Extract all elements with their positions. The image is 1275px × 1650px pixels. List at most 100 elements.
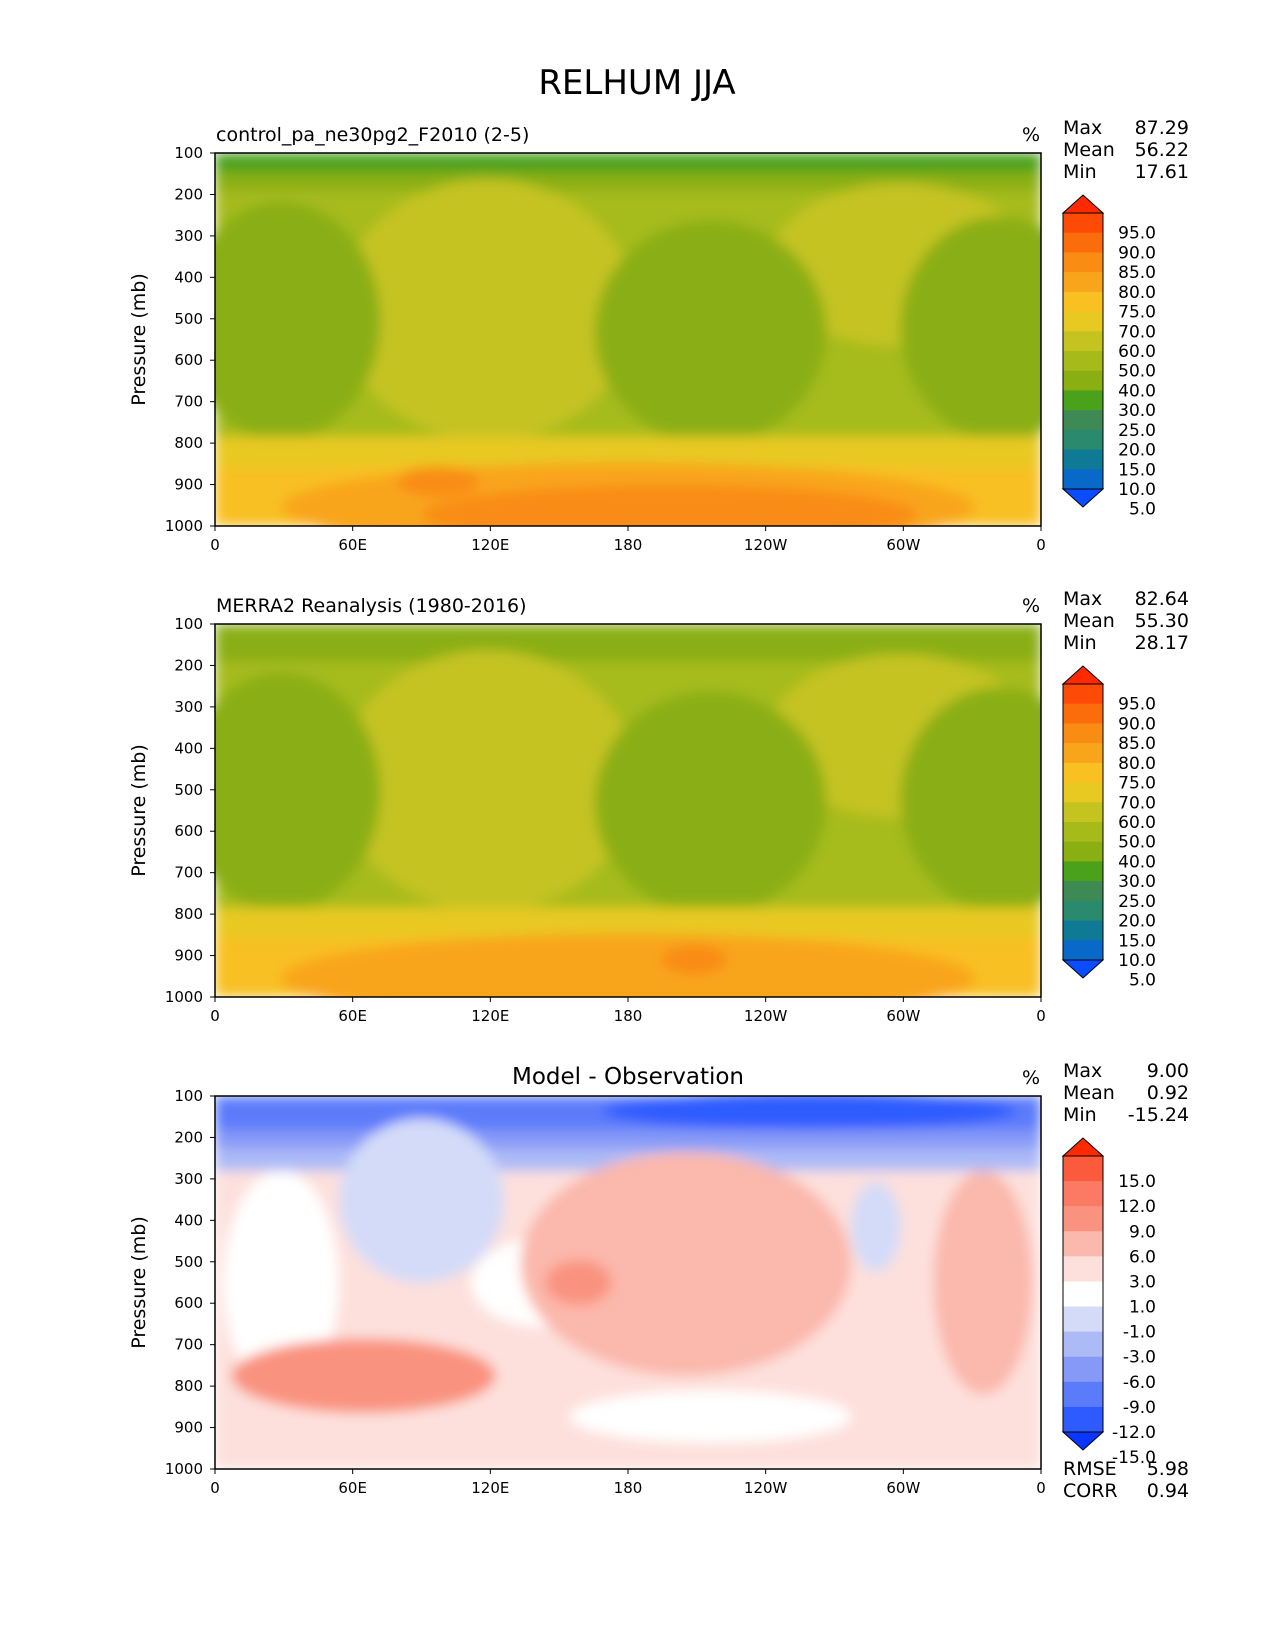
y-tick-label: 100: [174, 144, 203, 162]
x-tick-label: 0: [210, 1007, 220, 1025]
x-tick-label: 60E: [338, 536, 367, 554]
colorbar-level-label: 80.0: [1118, 754, 1156, 774]
colorbar-segment: [1063, 370, 1103, 391]
stat-value: 87.29: [1135, 117, 1189, 139]
colorbar-segment: [1063, 684, 1103, 705]
colorbar-level-label: -15.0: [1112, 1448, 1156, 1468]
colorbar-level-label: 10.0: [1118, 951, 1156, 971]
stat-label: Mean: [1063, 1082, 1115, 1104]
colorbar-segment: [1063, 782, 1103, 803]
y-tick-label: 900: [174, 1419, 203, 1437]
colorbar-segment: [1063, 429, 1103, 451]
panel-title: control_pa_ne30pg2_F2010 (2-5): [216, 124, 529, 146]
colorbar-segment: [1063, 390, 1103, 411]
colorbar-level-label: 10.0: [1118, 480, 1156, 500]
panel-title: MERRA2 Reanalysis (1980-2016): [216, 595, 527, 617]
stat-label: Max: [1063, 117, 1102, 139]
y-tick-label: 500: [174, 781, 203, 799]
colorbar-level-label: 95.0: [1118, 224, 1156, 244]
stat-value: 17.61: [1135, 161, 1189, 183]
colorbar-level-label: -12.0: [1112, 1423, 1156, 1443]
contour-field: [215, 624, 1041, 997]
figure-title: RELHUM JJA: [538, 63, 735, 103]
x-tick-label: 60W: [886, 1479, 920, 1497]
colorbar-segment: [1063, 213, 1103, 234]
colorbar-level-label: 60.0: [1118, 342, 1156, 362]
x-tick-label: 0: [210, 536, 220, 554]
colorbar-segment: [1063, 861, 1103, 882]
colorbar-level-label: 3.0: [1129, 1272, 1156, 1292]
x-tick-label: 0: [1036, 536, 1046, 554]
colorbar-level-label: -6.0: [1123, 1373, 1156, 1393]
colorbar-level-label: 30.0: [1118, 872, 1156, 892]
x-tick-label: 60E: [338, 1479, 367, 1497]
colorbar-segment: [1063, 311, 1103, 332]
y-tick-label: 400: [174, 739, 203, 757]
colorbar-level-label: 5.0: [1129, 500, 1156, 520]
stat-label: Max: [1063, 588, 1102, 610]
colorbar-segment: [1063, 1331, 1103, 1358]
colorbar-segment: [1063, 703, 1103, 724]
y-tick-label: 400: [174, 1211, 203, 1229]
y-tick-label: 400: [174, 268, 203, 286]
y-tick-label: 1000: [165, 988, 203, 1006]
colorbar-level-label: 40.0: [1118, 852, 1156, 872]
colorbar-level-label: 85.0: [1118, 263, 1156, 283]
y-tick-label: 500: [174, 310, 203, 328]
colorbar-segment: [1063, 331, 1103, 352]
y-tick-label: 700: [174, 393, 203, 411]
x-tick-label: 0: [1036, 1479, 1046, 1497]
colorbar-segment: [1063, 1306, 1103, 1333]
stat-label: Mean: [1063, 139, 1115, 161]
colorbar-segment: [1063, 351, 1103, 372]
stat-value: 82.64: [1135, 588, 1189, 610]
colorbar-segment: [1063, 291, 1103, 313]
y-tick-label: 200: [174, 185, 203, 203]
stat-value: -15.24: [1128, 1104, 1189, 1126]
colorbar-segment: [1063, 723, 1103, 744]
colorbar-segment: [1063, 449, 1103, 470]
colorbar-level-label: 20.0: [1118, 441, 1156, 461]
y-tick-label: 700: [174, 1336, 203, 1354]
colorbar-segment: [1063, 232, 1103, 253]
colorbar-segment: [1063, 1381, 1103, 1408]
colorbar-segment: [1063, 900, 1103, 922]
units-label: %: [1022, 124, 1040, 146]
y-tick-label: 300: [174, 1170, 203, 1188]
colorbar-level-label: 85.0: [1118, 734, 1156, 754]
colorbar-level-label: 70.0: [1118, 322, 1156, 342]
x-tick-label: 0: [210, 1479, 220, 1497]
colorbar-segment: [1063, 252, 1103, 273]
x-tick-label: 180: [614, 1479, 643, 1497]
stat-value: 9.00: [1147, 1060, 1189, 1082]
stat-value: 56.22: [1135, 139, 1189, 161]
y-tick-label: 500: [174, 1253, 203, 1271]
colorbar-extend-min: [1061, 959, 1105, 979]
colorbar-segment: [1063, 743, 1103, 764]
colorbar-segment: [1063, 1156, 1103, 1182]
y-axis-label: Pressure (mb): [128, 1216, 150, 1349]
stat-value: 55.30: [1135, 610, 1189, 632]
y-tick-label: 600: [174, 1294, 203, 1312]
colorbar: 5.010.015.020.025.030.040.050.060.070.07…: [1061, 665, 1156, 991]
colorbar-segment: [1063, 272, 1103, 293]
y-tick-label: 900: [174, 476, 203, 494]
colorbar-level-label: 1.0: [1129, 1298, 1156, 1318]
colorbar-level-label: 90.0: [1118, 714, 1156, 734]
colorbar-level-label: -9.0: [1123, 1398, 1156, 1418]
colorbar-level-label: 5.0: [1129, 971, 1156, 991]
colorbar-segment: [1063, 762, 1103, 784]
y-tick-label: 800: [174, 434, 203, 452]
y-tick-label: 300: [174, 227, 203, 245]
units-label: %: [1022, 1067, 1040, 1089]
colorbar-level-label: 15.0: [1118, 1172, 1156, 1192]
colorbar-level-label: -1.0: [1123, 1323, 1156, 1343]
colorbar-level-label: 80.0: [1118, 283, 1156, 303]
colorbar-level-label: 15.0: [1118, 931, 1156, 951]
stat-label: Max: [1063, 1060, 1102, 1082]
colorbar-segment: [1063, 822, 1103, 843]
colorbar-level-label: 6.0: [1129, 1247, 1156, 1267]
colorbar-level-label: 90.0: [1118, 243, 1156, 263]
colorbar: -15.0 -12.0 -9.0 -6.0 -3.0 -1.0 1.0 3.0 6.0 9.0 12…: [1061, 1137, 1156, 1468]
colorbar-level-label: 95.0: [1118, 695, 1156, 715]
